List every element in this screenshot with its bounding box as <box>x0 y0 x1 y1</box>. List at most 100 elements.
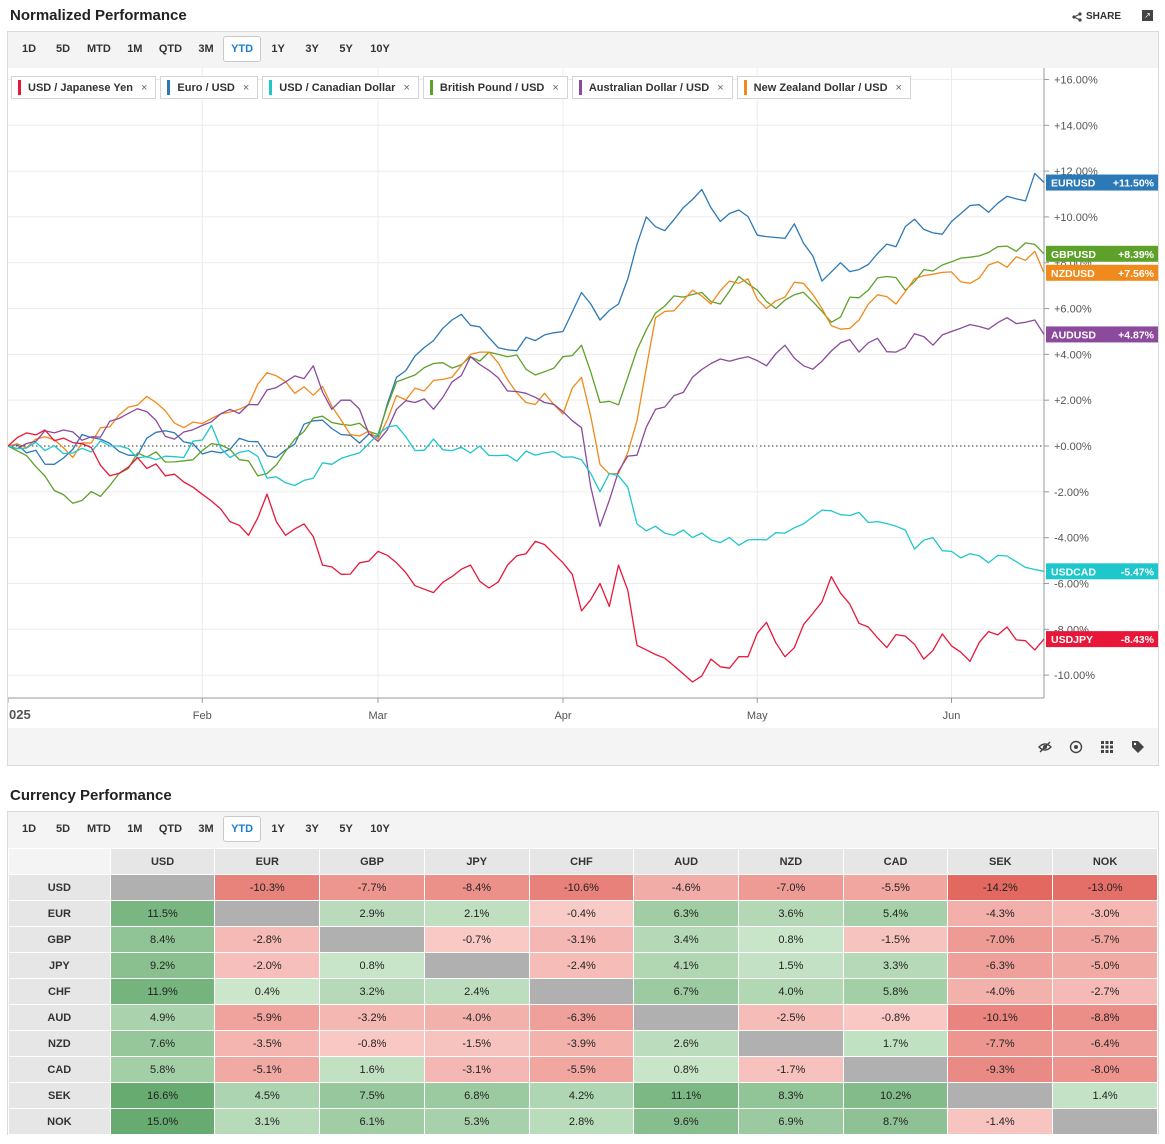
tab-5d[interactable]: 5D <box>55 823 71 835</box>
table-cell: 6.3% <box>633 900 740 927</box>
table-cell: -1.5% <box>842 926 949 953</box>
table-cell: -4.0% <box>947 978 1054 1005</box>
tags-icon[interactable] <box>1131 740 1145 754</box>
y-tick-label: +0.00% <box>1054 441 1092 453</box>
table-cell: 2.8% <box>528 1108 635 1135</box>
page-title: Normalized Performance <box>10 7 187 24</box>
table-cell: -7.0% <box>738 874 844 901</box>
table-cell: 0.8% <box>319 952 425 979</box>
legend-label: Australian Dollar / USD <box>588 81 710 94</box>
column-header: CHF <box>528 848 635 875</box>
close-icon[interactable]: × <box>717 81 724 94</box>
tab-1m[interactable]: 1M <box>127 43 143 55</box>
expand-icon[interactable]: ↗ <box>1142 10 1153 21</box>
matrix-title: Currency Performance <box>10 787 172 804</box>
tab-qtd[interactable]: QTD <box>158 43 183 55</box>
table-row: CAD 5.8% -5.1% 1.6% -3.1% -5.5% 0.8% -1.7% -9.3%… <box>8 1056 1158 1083</box>
performance-chart: +16.00%+14.00%+12.00%+10.00%+8.00%+6.00%… <box>7 68 1158 722</box>
table-cell: -7.0% <box>947 926 1054 953</box>
table-cell: 0.8% <box>738 926 844 953</box>
tab-5y[interactable]: 5Y <box>339 823 353 835</box>
x-tick-label: Feb <box>193 710 212 722</box>
tab-ytd[interactable]: YTD <box>223 36 262 62</box>
table-cell: -2.7% <box>1052 978 1158 1005</box>
legend-item[interactable]: USD / Japanese Yen × <box>11 76 157 99</box>
table-cell: 4.0% <box>738 978 844 1005</box>
table-cell: -13.0% <box>1052 874 1158 901</box>
close-icon[interactable]: × <box>140 81 148 94</box>
tab-qtd[interactable]: QTD <box>158 823 183 835</box>
row-header: AUD <box>8 1004 111 1031</box>
table-cell: 4.1% <box>633 952 740 979</box>
badge-eurusd: EURUSD +11.50% <box>1046 174 1158 191</box>
close-icon[interactable]: × <box>895 81 902 94</box>
table-cell: 3.4% <box>633 926 740 953</box>
table-cell: -3.1% <box>423 1056 530 1083</box>
grid-icon[interactable] <box>1100 740 1114 754</box>
diagonal-cell <box>947 1082 1054 1109</box>
tab-5d[interactable]: 5D <box>55 43 71 55</box>
table-row: NOK 15.0% 3.1% 6.1% 5.3% 2.8% 9.6% 6.9% 8.7% -1.4… <box>8 1108 1158 1135</box>
table-cell: -3.5% <box>214 1030 321 1057</box>
badge-name: USDJPY <box>1051 634 1093 646</box>
table-cell: -10.6% <box>528 874 635 901</box>
table-cell: -2.4% <box>528 952 635 979</box>
x-tick-label: Apr <box>554 710 571 722</box>
legend-item[interactable]: British Pound / USD × <box>422 76 568 99</box>
diagonal-cell <box>319 926 425 953</box>
tab-mtd[interactable]: MTD <box>87 43 111 55</box>
close-icon[interactable]: × <box>403 81 410 94</box>
table-cell: 16.6% <box>109 1082 216 1109</box>
table-cell: 3.3% <box>842 952 949 979</box>
close-icon[interactable]: × <box>242 81 250 94</box>
close-icon[interactable]: × <box>552 81 559 94</box>
diagonal-cell <box>738 1030 844 1057</box>
tab-5y[interactable]: 5Y <box>339 43 353 55</box>
legend-swatch <box>578 80 582 95</box>
tab-ytd[interactable]: YTD <box>223 816 262 842</box>
table-cell: -5.5% <box>842 874 949 901</box>
tab-1y[interactable]: 1Y <box>271 823 285 835</box>
y-tick-label: +6.00% <box>1054 304 1092 316</box>
target-icon[interactable] <box>1069 740 1083 754</box>
x-tick-label: May <box>747 710 768 722</box>
table-cell: -5.5% <box>528 1056 635 1083</box>
table-cell: 1.4% <box>1052 1082 1158 1109</box>
tab-10y[interactable]: 10Y <box>370 823 390 835</box>
badge-bg <box>1046 631 1158 648</box>
tab-1m[interactable]: 1M <box>127 823 143 835</box>
x-tick-label: Jun <box>943 710 961 722</box>
badge-value: +8.39% <box>1118 249 1155 261</box>
table-cell: 7.5% <box>319 1082 425 1109</box>
share-button[interactable]: SHARE <box>1072 11 1121 22</box>
tab-1y[interactable]: 1Y <box>271 43 285 55</box>
table-cell: 10.2% <box>842 1082 949 1109</box>
table-cell: -3.1% <box>528 926 635 953</box>
x-tick-label: Mar <box>369 710 388 722</box>
column-header: CAD <box>842 848 949 875</box>
legend-item[interactable]: USD / Canadian Dollar × <box>262 76 419 99</box>
tab-3y[interactable]: 3Y <box>305 43 319 55</box>
eye-off-icon[interactable] <box>1038 740 1052 754</box>
legend-label: USD / Japanese Yen <box>28 81 133 94</box>
tab-1d[interactable]: 1D <box>21 43 37 55</box>
tab-3m[interactable]: 3M <box>198 823 214 835</box>
legend-item[interactable]: Australian Dollar / USD × <box>571 76 733 99</box>
tab-10y[interactable]: 10Y <box>370 43 390 55</box>
badge-usdcad: USDCAD -5.47% <box>1046 563 1158 580</box>
tab-mtd[interactable]: MTD <box>87 823 111 835</box>
table-cell: 0.8% <box>633 1056 740 1083</box>
badge-nzdusd: NZDUSD +7.56% <box>1046 264 1158 281</box>
legend-item[interactable]: Euro / USD × <box>160 76 259 99</box>
table-cell: 9.2% <box>109 952 216 979</box>
tab-3m[interactable]: 3M <box>198 43 214 55</box>
row-header: USD <box>8 874 111 901</box>
legend-swatch <box>743 80 747 95</box>
tab-3y[interactable]: 3Y <box>305 823 319 835</box>
table-cell: -8.4% <box>423 874 530 901</box>
tab-1d[interactable]: 1D <box>21 823 37 835</box>
table-cell: 2.1% <box>423 900 530 927</box>
series-line-usdcad <box>7 424 1045 572</box>
table-cell: 2.4% <box>423 978 530 1005</box>
legend-item[interactable]: New Zealand Dollar / USD × <box>736 76 911 99</box>
